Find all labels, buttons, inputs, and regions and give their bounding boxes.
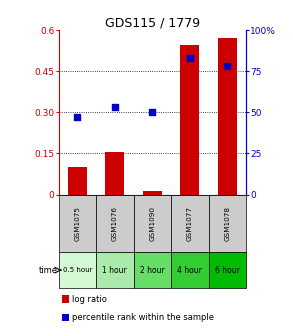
Bar [96, 195, 134, 252]
Bar [171, 252, 209, 288]
Bar [105, 152, 124, 195]
Bar [59, 252, 96, 288]
Point [188, 55, 192, 61]
Text: 4 hour: 4 hour [178, 266, 202, 275]
Bar [59, 195, 96, 252]
Bar [134, 252, 171, 288]
Bar [68, 167, 87, 195]
Text: log ratio: log ratio [72, 295, 107, 304]
Text: 2 hour: 2 hour [140, 266, 165, 275]
Bar [209, 252, 246, 288]
Text: 1 hour: 1 hour [103, 266, 127, 275]
Text: time: time [39, 266, 58, 275]
Bar [171, 195, 209, 252]
Point [150, 110, 155, 115]
Text: percentile rank within the sample: percentile rank within the sample [72, 313, 214, 322]
Bar [209, 195, 246, 252]
Text: GSM1090: GSM1090 [149, 206, 155, 241]
Text: GSM1077: GSM1077 [187, 206, 193, 241]
Title: GDS115 / 1779: GDS115 / 1779 [105, 16, 200, 29]
Text: 0.5 hour: 0.5 hour [63, 267, 92, 273]
Bar [180, 45, 199, 195]
Bar [96, 252, 134, 288]
Text: GSM1078: GSM1078 [224, 206, 230, 241]
Text: GSM1076: GSM1076 [112, 206, 118, 241]
Point [75, 115, 80, 120]
Bar [62, 295, 69, 303]
Bar [62, 314, 69, 321]
Bar [143, 191, 162, 195]
Point [225, 64, 230, 69]
Text: GSM1075: GSM1075 [74, 206, 80, 241]
Text: 6 hour: 6 hour [215, 266, 240, 275]
Point [113, 105, 117, 110]
Bar [218, 38, 237, 195]
Bar [134, 195, 171, 252]
